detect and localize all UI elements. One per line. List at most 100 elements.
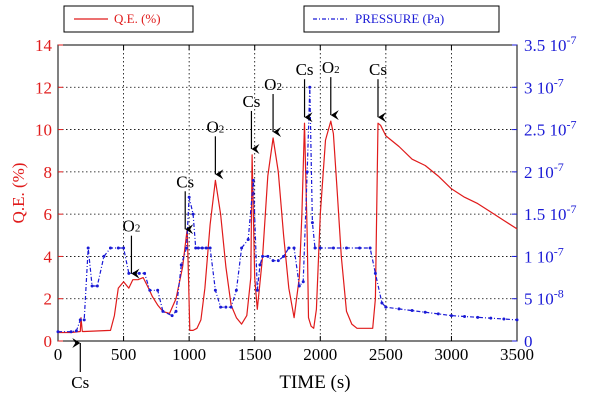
- series-pressure-point: [261, 254, 265, 258]
- series-pressure-point: [116, 246, 120, 250]
- left-tick-label: 2: [44, 290, 53, 309]
- x-tick-label: 3500: [500, 345, 534, 364]
- series-pressure-point: [297, 284, 301, 288]
- series-pressure-point: [246, 238, 250, 242]
- left-axis-title: Q.E. (%): [9, 163, 28, 224]
- series-pressure-point: [78, 318, 82, 322]
- series-pressure-point: [137, 271, 141, 275]
- series-layer: [56, 85, 519, 334]
- series-pressure-point: [187, 195, 191, 199]
- left-tick-label: 10: [35, 121, 52, 140]
- annotation-cs: Cs: [176, 172, 194, 235]
- series-pressure-point: [331, 246, 335, 250]
- series-pressure-point: [213, 288, 217, 292]
- x-tick-label: 1000: [172, 345, 206, 364]
- series-pressure-point: [449, 314, 453, 318]
- annotation-cs: Cs: [71, 338, 89, 392]
- x-tick-label: 0: [54, 345, 63, 364]
- legend-qe-label: Q.E. (%): [114, 11, 161, 26]
- annotation-label: Cs: [176, 172, 194, 191]
- right-tick-label: 1 10-7: [524, 244, 564, 266]
- series-pressure-point: [463, 314, 467, 318]
- legend-qe-box: [63, 5, 194, 33]
- series-pressure-point: [318, 246, 322, 250]
- series-pressure-point: [255, 288, 259, 292]
- x-tick-label: 2000: [303, 345, 337, 364]
- left-tick-label: 4: [44, 247, 53, 266]
- series-pressure-point: [287, 246, 291, 250]
- series-pressure-point: [502, 317, 506, 321]
- left-tick-label: 14: [35, 36, 53, 55]
- annotation-o2: O2: [206, 117, 224, 180]
- series-pressure-point: [271, 259, 275, 263]
- annotation-label: O2: [264, 75, 282, 94]
- tick-labels: 0 500 1000 1500 2000 2500 3000 3500024681012140…: [35, 33, 577, 364]
- right-tick-label: 3 10-7: [524, 75, 564, 97]
- series-pressure-point: [185, 246, 189, 250]
- annotation-label: O2: [322, 58, 340, 77]
- series-pressure-point: [240, 246, 244, 250]
- series-pressure-point: [301, 280, 305, 284]
- series-pressure-point: [179, 263, 183, 267]
- series-pressure-point: [122, 246, 126, 250]
- series-pressure-point: [69, 330, 73, 334]
- series-pressure-point: [397, 307, 401, 311]
- series-pressure-point: [194, 246, 198, 250]
- right-tick-label: 0: [524, 332, 533, 351]
- annotation-cs: Cs: [296, 60, 314, 123]
- series-pressure-point: [102, 254, 106, 258]
- series-pressure-line: [58, 86, 518, 333]
- series-pressure-point: [224, 305, 228, 309]
- series-pressure-point: [200, 246, 204, 250]
- right-tick-label: 3.5 10-7: [524, 33, 577, 55]
- series-pressure-point: [380, 301, 384, 305]
- right-tick-label: 2 10-7: [524, 160, 564, 182]
- series-pressure-point: [358, 246, 362, 250]
- series-pressure-point: [436, 312, 440, 316]
- series-pressure-point: [258, 263, 262, 267]
- series-pressure-point: [56, 330, 60, 334]
- series-pressure-point: [410, 309, 414, 313]
- left-tick-label: 6: [44, 205, 53, 224]
- series-pressure-point: [161, 309, 165, 313]
- right-tick-label: 1.5 10-7: [524, 202, 577, 224]
- series-pressure-point: [251, 178, 255, 182]
- x-tick-label: 3000: [434, 345, 468, 364]
- series-pressure-point: [143, 271, 147, 275]
- x-tick-label: 1500: [238, 345, 272, 364]
- annotation-o2: O2: [123, 217, 140, 279]
- series-pressure-point: [489, 316, 493, 320]
- left-tick-label: 12: [35, 78, 52, 97]
- series-pressure-point: [313, 246, 317, 250]
- series-pressure-point: [373, 271, 377, 275]
- right-tick-label: 5 10-8: [524, 287, 564, 309]
- x-tick-label: 500: [111, 345, 137, 364]
- series-pressure-point: [234, 288, 238, 292]
- series-pressure-point: [174, 309, 178, 313]
- series-pressure-point: [310, 221, 314, 225]
- series-pressure-point: [127, 271, 131, 275]
- annotation-label: O2: [206, 117, 224, 136]
- series-pressure-point: [476, 315, 480, 319]
- x-axis-title: TIME (s): [279, 372, 350, 393]
- annotation-cs: Cs: [242, 92, 260, 154]
- annotation-label: Cs: [242, 92, 260, 111]
- annotation-o2: O2: [264, 75, 282, 138]
- left-tick-label: 0: [44, 332, 53, 351]
- series-pressure-point: [229, 305, 233, 309]
- series-pressure-point: [276, 259, 280, 263]
- series-pressure-point: [308, 85, 312, 89]
- annotation-label: Cs: [296, 60, 314, 79]
- series-pressure-point: [208, 246, 212, 250]
- legend-qe: Q.E. (%): [63, 5, 194, 33]
- legend-pressure-label: PRESSURE (Pa): [355, 11, 444, 26]
- annotation-cs: Cs: [369, 60, 387, 123]
- right-tick-label: 2.5 10-7: [524, 118, 577, 140]
- series-pressure-point: [219, 305, 223, 309]
- series-pressure-point: [368, 246, 372, 250]
- series-pressure-point: [266, 254, 270, 258]
- series-pressure-point: [282, 254, 286, 258]
- series-pressure-point: [156, 288, 160, 292]
- annotation-label: Cs: [369, 60, 387, 79]
